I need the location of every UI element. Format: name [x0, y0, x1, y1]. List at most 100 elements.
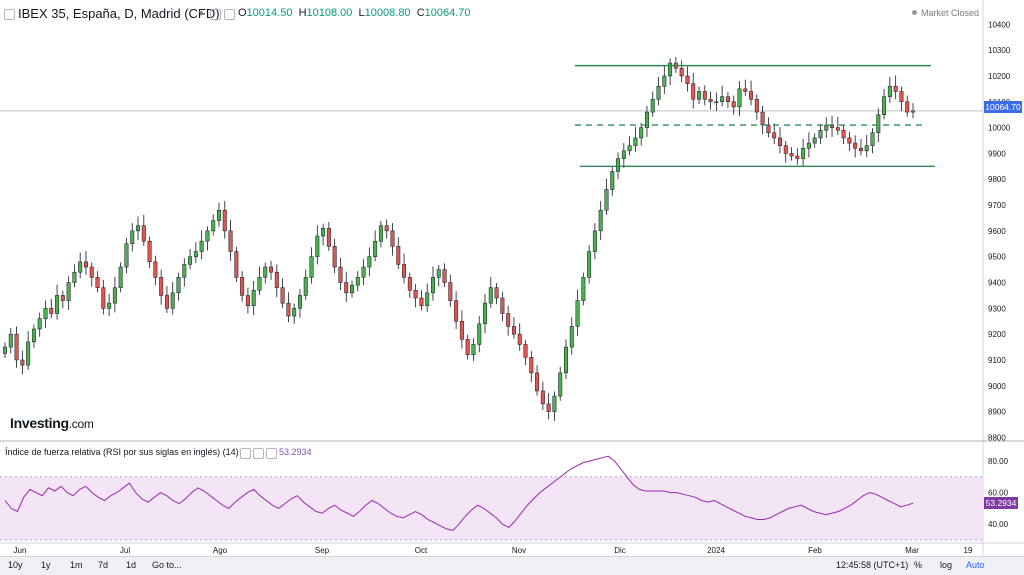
candle-body	[500, 297, 505, 314]
collapse-icon[interactable]	[4, 9, 15, 20]
settings-icon[interactable]	[224, 9, 235, 20]
candle-body	[760, 111, 765, 126]
candle-body	[14, 333, 19, 361]
candle-body	[864, 145, 869, 152]
price-tick-label: 9400	[988, 279, 1006, 288]
candle-body	[321, 228, 326, 237]
candle-body	[95, 277, 100, 288]
candle-body	[49, 308, 54, 314]
candle-body	[193, 251, 198, 257]
candle-body	[806, 142, 811, 149]
time-tick-label: 19	[964, 546, 973, 555]
candle-body	[777, 137, 782, 146]
rsi-value-tag: 53.2934	[984, 497, 1018, 509]
candle-body	[772, 132, 777, 139]
price-tick-label: 9700	[988, 201, 1006, 210]
percent-toggle[interactable]: %	[914, 560, 923, 570]
candle-body	[170, 292, 175, 309]
candle-body	[280, 287, 285, 304]
candle-body	[697, 91, 701, 100]
candle-body	[656, 86, 661, 100]
candle-body	[691, 83, 696, 100]
range-7d-button[interactable]: 7d	[98, 560, 109, 570]
candle-body	[297, 295, 302, 309]
clock-readout[interactable]: 12:45:58 (UTC+1)	[836, 560, 909, 570]
chevron-down-icon[interactable]: ▾	[199, 8, 204, 18]
candle-body	[835, 127, 840, 131]
candle-body	[286, 302, 291, 317]
candle-body	[309, 256, 314, 278]
time-tick-label: Feb	[808, 546, 822, 555]
candle-body	[124, 243, 129, 268]
candle-body	[604, 189, 609, 211]
price-tick-label: 10300	[988, 46, 1011, 55]
candle-body	[72, 271, 77, 283]
candle-body	[332, 246, 337, 268]
candle-body	[228, 230, 233, 252]
candle-body	[31, 328, 36, 343]
candle-body	[240, 277, 245, 296]
candle-body	[66, 282, 71, 301]
candle-body	[598, 209, 603, 232]
market-status-label: Market Closed	[920, 8, 979, 18]
candle-body	[679, 67, 684, 77]
symbol-title[interactable]: IBEX 35, España, D, Madrid (CFD)	[18, 6, 220, 21]
time-tick-label: Sep	[315, 546, 330, 555]
candle-body	[315, 235, 320, 257]
candle-body	[465, 339, 470, 356]
candle-body	[222, 209, 227, 232]
last-price-tag: 10064.70	[984, 101, 1022, 113]
candle-body	[234, 251, 239, 278]
candle-body	[783, 145, 788, 154]
candle-body	[662, 75, 667, 87]
range-1m-button[interactable]: 1m	[70, 560, 83, 570]
logo-brand: Investing	[10, 415, 69, 431]
candle-body	[737, 88, 742, 108]
logo-domain: .com	[68, 417, 94, 431]
time-tick-label: Jul	[120, 546, 130, 555]
candle-body	[419, 297, 424, 306]
candle-body	[217, 209, 221, 221]
candle-body	[136, 225, 141, 232]
auto-toggle[interactable]: Auto	[966, 560, 985, 570]
price-tick-label: 9100	[988, 356, 1006, 365]
candle-body	[442, 269, 447, 283]
eye-icon[interactable]	[210, 9, 221, 20]
candle-body	[801, 148, 806, 159]
candle-body	[494, 287, 499, 299]
range-1y-button[interactable]: 1y	[41, 560, 51, 570]
log-toggle[interactable]: log	[940, 560, 953, 570]
close-icon[interactable]	[266, 448, 277, 459]
candle-body	[384, 225, 389, 232]
candle-body	[911, 110, 915, 113]
open-label: O	[238, 7, 247, 19]
eye-icon[interactable]	[240, 448, 251, 459]
price-tick-label: 8800	[988, 433, 1006, 442]
rsi-title: Índice de fuerza relativa (RSI por sus s…	[5, 447, 239, 457]
candle-body	[621, 150, 626, 159]
goto-button[interactable]: Go to...	[152, 560, 182, 570]
candle-body	[633, 137, 638, 146]
candle-body	[454, 300, 459, 322]
candle-body	[199, 240, 204, 252]
candle-body	[378, 225, 383, 242]
candle-body	[540, 390, 545, 405]
candle-body	[876, 114, 881, 134]
candle-body	[766, 124, 771, 134]
range-10y-button[interactable]: 10y	[8, 560, 23, 570]
settings-icon[interactable]	[253, 448, 264, 459]
bottom-toolbar: 10y 1y 1m 7d 1d Go to... 12:45:58 (UTC+1…	[0, 556, 1024, 575]
price-tick-label: 9200	[988, 330, 1006, 339]
low-label: L	[358, 7, 365, 19]
time-tick-label: Nov	[512, 546, 526, 555]
candle-body	[390, 230, 395, 247]
candle-body	[257, 277, 262, 291]
candle-body	[887, 86, 892, 97]
candle-body	[477, 323, 482, 345]
range-1d-button[interactable]: 1d	[126, 560, 137, 570]
time-tick-label: 2024	[707, 546, 725, 555]
candle-body	[483, 302, 488, 325]
close-value: 10064.70	[424, 7, 471, 19]
candle-body	[147, 240, 152, 263]
